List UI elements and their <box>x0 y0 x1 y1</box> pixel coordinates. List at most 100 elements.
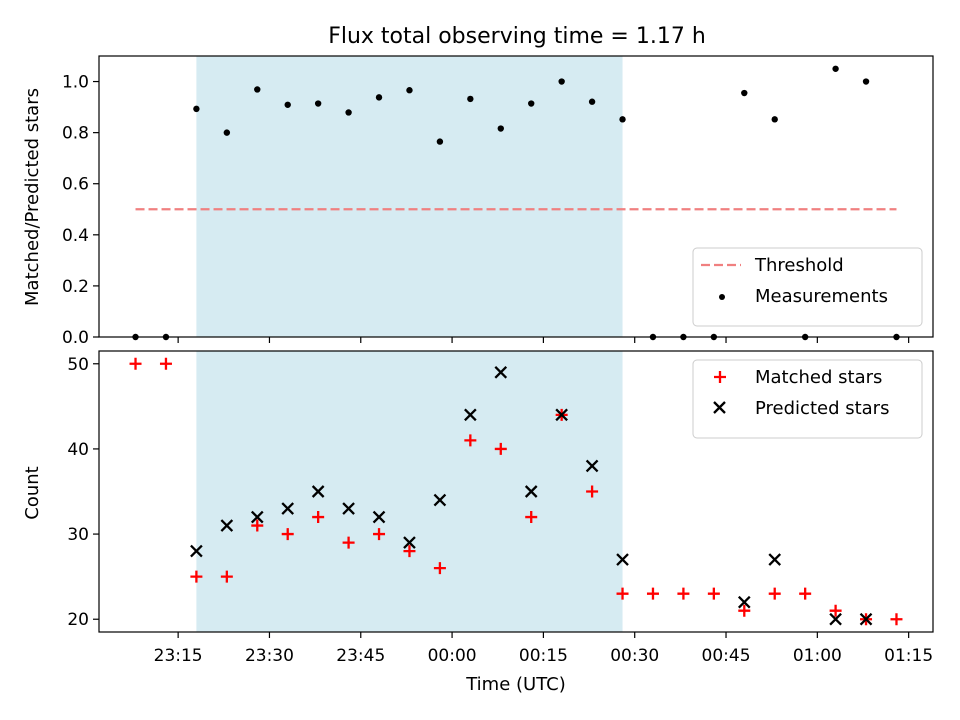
top-y-tick-label: 0.8 <box>62 124 89 144</box>
matched-stars-point <box>159 357 172 370</box>
predicted-stars-point <box>372 510 386 524</box>
matched-stars-point <box>646 587 659 600</box>
legend-label: Threshold <box>754 255 844 276</box>
matched-stars-point <box>494 442 507 455</box>
bottom-panel: 20 30 40 50 23:15 23:30 23:45 00:00 00:15 00:30 00… <box>67 350 934 666</box>
measurement-point <box>375 94 383 101</box>
predicted-stars-point <box>464 408 477 422</box>
matched-stars-point <box>433 562 446 575</box>
predicted-stars-point <box>281 502 295 515</box>
matched-stars-point <box>768 587 781 600</box>
x-tick-label: 01:00 <box>793 646 842 666</box>
top-y-tick-label: 1.0 <box>62 73 89 93</box>
matched-stars-point <box>525 511 538 524</box>
legend-matched-key <box>714 371 726 383</box>
x-tick-label: 00:45 <box>702 646 751 666</box>
measurement-point <box>345 109 352 116</box>
legend-label: Predicted stars <box>755 398 889 419</box>
matched-stars-point <box>677 587 690 600</box>
matched-stars-point <box>281 528 294 541</box>
predicted-stars-point <box>737 595 751 609</box>
x-tick-label: 23:45 <box>336 646 385 666</box>
bottom-legend: Matched stars Predicted stars <box>692 359 923 439</box>
measurement-point <box>467 95 474 103</box>
top-y-tick-label: 0.6 <box>62 175 89 195</box>
predicted-stars-point <box>342 502 355 515</box>
matched-stars-point <box>312 511 325 524</box>
predicted-stars-point <box>190 544 203 558</box>
measurement-point <box>832 65 839 72</box>
x-tick-label: 01:15 <box>884 646 933 666</box>
predicted-stars-point <box>859 612 873 626</box>
measurement-point <box>741 89 748 97</box>
measurement-point <box>223 129 231 136</box>
measurement-point <box>436 138 444 145</box>
bottom-y-tick-label: 20 <box>67 610 89 630</box>
matched-stars-point <box>586 485 599 498</box>
chart-title: Flux total observing time = 1.17 h <box>328 24 706 49</box>
matched-stars-point <box>799 587 812 600</box>
matched-stars-point <box>129 357 142 370</box>
x-tick-label: 00:15 <box>519 646 568 666</box>
predicted-stars-point <box>616 553 629 566</box>
legend-label: Measurements <box>755 286 888 307</box>
measurement-point <box>284 101 291 108</box>
measurement-point <box>558 78 565 85</box>
matched-stars-point <box>220 570 233 583</box>
matched-stars-point <box>707 587 720 600</box>
measurement-point <box>862 78 870 85</box>
measurement-point <box>497 125 504 132</box>
predicted-stars-point <box>220 519 234 532</box>
top-y-tick-label: 0.0 <box>62 328 89 348</box>
predicted-stars-point <box>555 408 568 422</box>
legend-label: Matched stars <box>755 367 882 388</box>
matched-stars-point <box>342 536 355 549</box>
top-shaded-span <box>196 56 623 337</box>
predicted-stars-point <box>311 485 325 498</box>
matched-stars-point <box>373 528 386 541</box>
measurement-point <box>588 98 596 105</box>
top-legend-box <box>692 247 923 327</box>
predicted-stars-point <box>829 612 842 626</box>
measurement-point <box>771 116 778 123</box>
top-axes-frame <box>98 55 934 338</box>
top-y-tick-label: 0.2 <box>62 277 89 297</box>
top-panel: 0.0 0.2 0.4 0.6 0.8 1.0 Threshold Measurements <box>62 55 934 348</box>
predicted-stars-point <box>403 536 416 549</box>
measurement-point <box>406 87 413 94</box>
bottom-legend-box <box>692 359 923 439</box>
matched-stars-point <box>403 545 416 558</box>
x-tick-label: 23:30 <box>245 646 294 666</box>
predicted-stars-point <box>524 485 538 498</box>
top-y-axis-label: Matched/Predicted stars <box>22 88 43 306</box>
legend-predicted-key <box>713 401 726 414</box>
legend-measurements-key <box>719 294 725 300</box>
top-y-tick-label: 0.4 <box>62 226 89 246</box>
x-tick-label: 23:15 <box>154 646 203 666</box>
matched-stars-point <box>190 570 203 583</box>
matched-stars-point <box>616 587 629 600</box>
bottom-y-axis-label: Count <box>22 466 43 519</box>
measurement-point <box>254 86 261 93</box>
measurement-point <box>193 105 200 113</box>
matched-stars-point <box>738 604 751 617</box>
bottom-y-tick-label: 50 <box>67 355 89 375</box>
predicted-stars-point <box>250 510 264 524</box>
bottom-y-tick-label: 30 <box>67 525 89 545</box>
predicted-stars-point <box>585 459 599 473</box>
matched-stars-point <box>890 613 903 626</box>
x-axis-label: Time (UTC) <box>465 674 566 695</box>
predicted-stars-point <box>433 493 447 507</box>
predicted-stars-point <box>768 553 782 566</box>
matched-stars-point <box>464 434 477 447</box>
matched-stars-point <box>829 604 842 617</box>
x-tick-label: 00:30 <box>610 646 659 666</box>
bottom-shaded-span <box>196 351 623 632</box>
top-legend: Threshold Measurements <box>692 247 923 327</box>
measurement-point <box>314 100 322 107</box>
bottom-y-tick-label: 40 <box>67 440 89 460</box>
predicted-stars-point <box>494 365 508 379</box>
x-tick-label: 00:00 <box>428 646 477 666</box>
measurement-point <box>619 116 626 123</box>
